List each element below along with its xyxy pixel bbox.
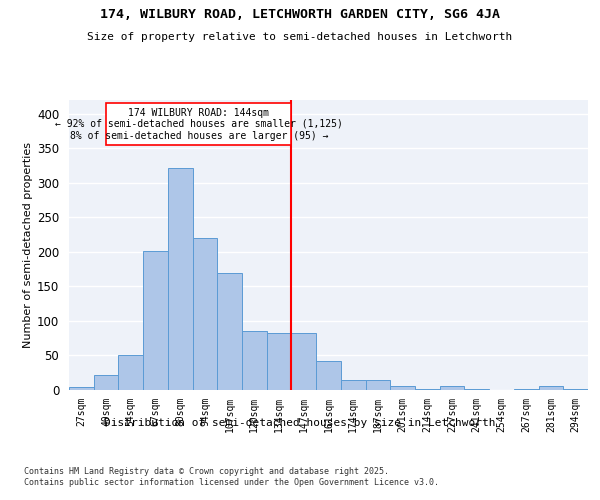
Bar xyxy=(94,375,118,390)
Bar xyxy=(267,332,292,390)
Text: 174 WILBURY ROAD: 144sqm: 174 WILBURY ROAD: 144sqm xyxy=(128,108,269,118)
Bar xyxy=(217,272,242,390)
Bar xyxy=(316,361,341,390)
Bar xyxy=(143,250,168,390)
Bar xyxy=(440,386,464,390)
Bar xyxy=(168,168,193,390)
Text: Size of property relative to semi-detached houses in Letchworth: Size of property relative to semi-detach… xyxy=(88,32,512,42)
Bar xyxy=(292,332,316,390)
Text: Distribution of semi-detached houses by size in Letchworth: Distribution of semi-detached houses by … xyxy=(104,418,496,428)
Bar xyxy=(69,387,94,390)
Bar xyxy=(118,356,143,390)
Bar xyxy=(341,380,365,390)
FancyBboxPatch shape xyxy=(106,104,292,145)
Bar xyxy=(193,238,217,390)
Bar xyxy=(563,388,588,390)
Text: ← 92% of semi-detached houses are smaller (1,125): ← 92% of semi-detached houses are smalle… xyxy=(55,118,343,128)
Bar xyxy=(242,332,267,390)
Bar xyxy=(390,386,415,390)
Text: 174, WILBURY ROAD, LETCHWORTH GARDEN CITY, SG6 4JA: 174, WILBURY ROAD, LETCHWORTH GARDEN CIT… xyxy=(100,8,500,20)
Y-axis label: Number of semi-detached properties: Number of semi-detached properties xyxy=(23,142,33,348)
Bar xyxy=(365,380,390,390)
Text: Contains HM Land Registry data © Crown copyright and database right 2025.
Contai: Contains HM Land Registry data © Crown c… xyxy=(24,468,439,487)
Bar xyxy=(415,388,440,390)
Text: 8% of semi-detached houses are larger (95) →: 8% of semi-detached houses are larger (9… xyxy=(70,131,328,141)
Bar xyxy=(539,386,563,390)
